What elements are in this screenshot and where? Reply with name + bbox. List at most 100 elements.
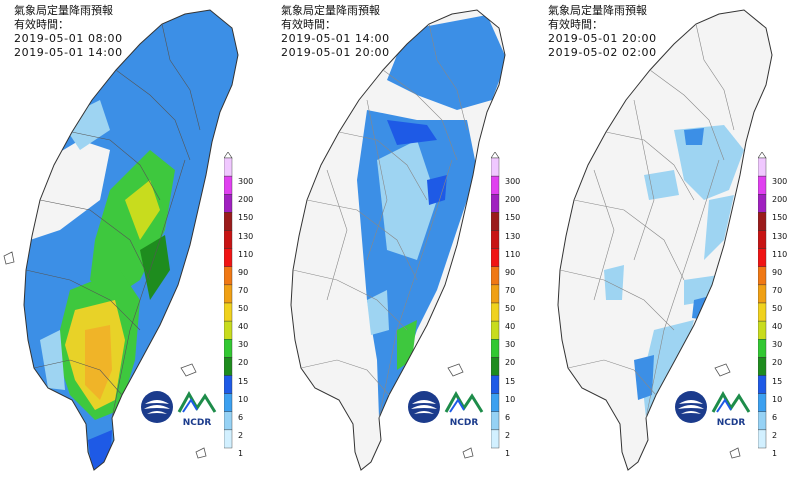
legend-swatch (758, 157, 767, 177)
legend-label: 200 (505, 195, 521, 205)
legend-label: 300 (505, 177, 521, 187)
legend-color-bar (491, 152, 500, 449)
legend-label: 2 (238, 430, 244, 440)
ncdr-mark-icon (711, 390, 751, 413)
panel-header: 氣象局定量降雨預報 有效時間： 2019-05-01 08:00 2019-05… (14, 4, 123, 60)
valid-time-label: 有效時間： (14, 18, 69, 31)
legend-swatch (758, 357, 767, 376)
legend-swatch (224, 248, 233, 267)
forecast-title: 氣象局定量降雨預報 (548, 4, 647, 17)
legend-label: 130 (238, 231, 254, 241)
legend-label: 130 (772, 231, 788, 241)
legend-label: 1 (238, 449, 244, 458)
legend-swatch (758, 284, 767, 304)
legend-swatch (491, 175, 500, 195)
legend-swatch (758, 302, 767, 322)
legend-swatch (224, 302, 233, 322)
legend-swatch (491, 230, 500, 249)
valid-time-label: 有效時間： (281, 18, 336, 31)
panel-header: 氣象局定量降雨預報 有效時間： 2019-05-01 14:00 2019-05… (281, 4, 390, 60)
legend-label: 6 (238, 412, 244, 422)
legend-label: 70 (238, 285, 249, 295)
ncdr-mark-icon (444, 390, 484, 413)
legend-swatch (758, 194, 767, 213)
legend-swatch (491, 212, 500, 231)
legend-label: 150 (772, 213, 788, 223)
legend-swatch (491, 157, 500, 177)
legend-swatch (758, 230, 767, 249)
legend-swatch (224, 175, 233, 195)
legend-swatch (491, 248, 500, 267)
legend-label: 150 (505, 213, 521, 223)
panel-header: 氣象局定量降雨預報 有效時間： 2019-05-01 20:00 2019-05… (548, 4, 657, 60)
legend-cap-top (491, 152, 500, 159)
legend-label: 300 (772, 177, 788, 187)
legend-swatch (224, 157, 233, 177)
legend-color-bar (758, 152, 767, 449)
ncdr-logo-text: NCDR (182, 418, 212, 428)
legend-swatch (758, 248, 767, 267)
legend-label: 2 (772, 430, 778, 440)
legend-label: 40 (238, 322, 249, 332)
legend-swatch (491, 393, 500, 412)
legend-swatch (224, 230, 233, 249)
legend-label: 6 (772, 412, 778, 422)
rainfall-legend: 300 200 150 130 110 90 70 50 40 30 20 15 10 6 2 1 (758, 152, 800, 458)
cwb-logo-icon (141, 391, 173, 423)
legend-swatch (224, 429, 233, 449)
legend-label: 90 (238, 267, 249, 277)
legend-swatch (491, 320, 500, 340)
valid-time-end: 2019-05-02 02:00 (548, 46, 657, 59)
panel-3: 氣象局定量降雨預報 有效時間： 2019-05-01 20:00 2019-05… (534, 0, 800, 480)
legend-swatch (491, 375, 500, 394)
legend-swatch (224, 339, 233, 358)
legend-swatch (491, 411, 500, 431)
legend-swatch (758, 320, 767, 340)
legend-cap-top (758, 152, 767, 159)
legend-swatch (224, 266, 233, 286)
legend-label: 10 (772, 394, 783, 404)
legend-label: 50 (772, 304, 783, 313)
legend-swatch (491, 194, 500, 213)
panel-1: 氣象局定量降雨預報 有效時間： 2019-05-01 08:00 2019-05… (0, 0, 266, 480)
ncdr-logo-text: NCDR (449, 418, 479, 428)
ncdr-logo-text: NCDR (716, 418, 746, 428)
valid-time-start: 2019-05-01 08:00 (14, 32, 123, 45)
legend-label: 110 (505, 249, 521, 259)
legend-swatch (224, 194, 233, 213)
legend-label: 200 (238, 195, 254, 205)
legend-swatch (491, 266, 500, 286)
legend-label: 30 (505, 340, 516, 350)
legend-color-bar (224, 152, 233, 449)
legend-label: 6 (505, 412, 511, 422)
legend-label: 20 (772, 358, 783, 368)
ncdr-logo: NCDR (711, 390, 751, 428)
legend-label: 30 (238, 340, 249, 350)
legend-swatch (758, 429, 767, 449)
legend-swatch (224, 411, 233, 431)
legend-label: 15 (505, 376, 516, 386)
legend-swatch (224, 357, 233, 376)
legend-swatch (758, 375, 767, 394)
forecast-title: 氣象局定量降雨預報 (281, 4, 380, 17)
legend-swatch (758, 411, 767, 431)
legend-label: 10 (238, 394, 249, 404)
legend-label: 90 (772, 267, 783, 277)
legend-swatch (491, 284, 500, 304)
legend-swatch (758, 175, 767, 195)
legend-label: 2 (505, 430, 511, 440)
legend-swatch (758, 393, 767, 412)
legend-swatch (224, 212, 233, 231)
legend-swatch (491, 357, 500, 376)
valid-time-end: 2019-05-01 14:00 (14, 46, 123, 59)
legend-label: 150 (238, 213, 254, 223)
ncdr-mark-icon (177, 390, 217, 413)
legend-label: 40 (505, 322, 516, 332)
legend-label: 40 (772, 322, 783, 332)
legend-swatch (224, 393, 233, 412)
legend-label: 1 (772, 449, 778, 458)
legend-label: 15 (772, 376, 783, 386)
legend-swatch (758, 212, 767, 231)
legend-label: 70 (505, 285, 516, 295)
ncdr-logo: NCDR (177, 390, 217, 428)
